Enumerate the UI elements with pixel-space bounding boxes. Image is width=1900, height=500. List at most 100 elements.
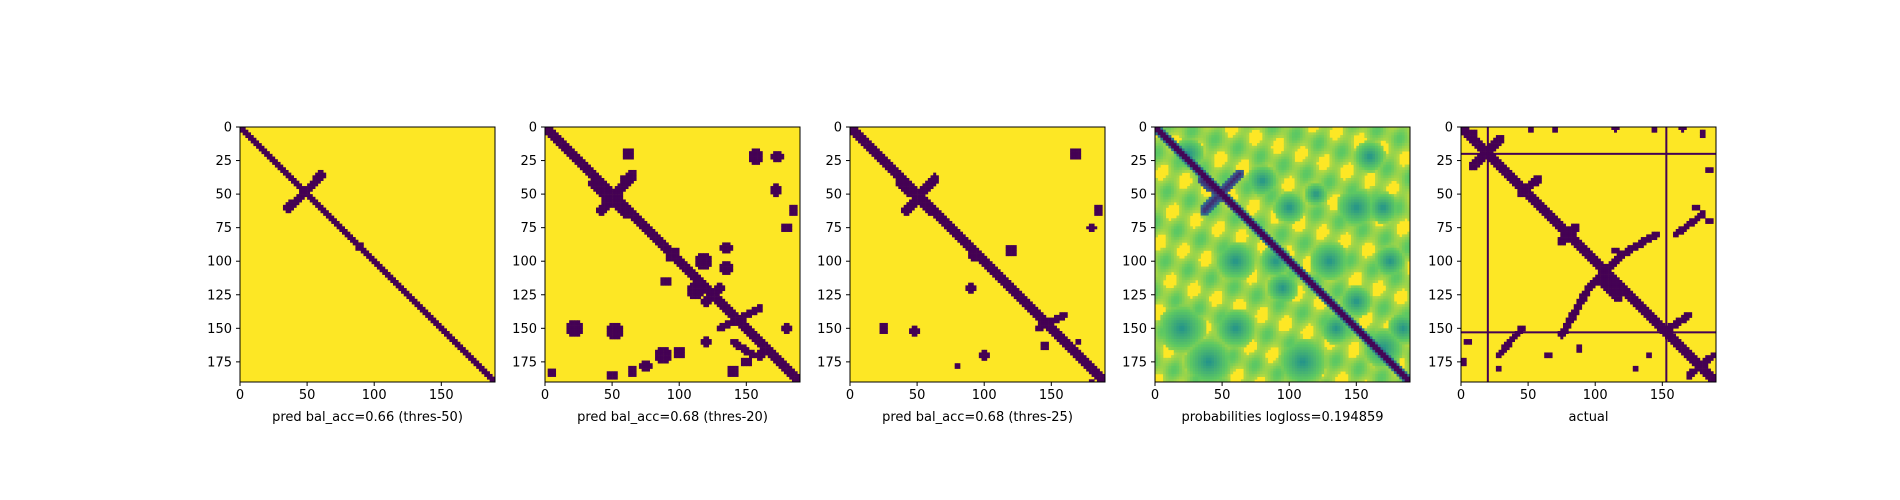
heatmap-cell xyxy=(609,199,613,203)
heatmap-cell xyxy=(751,349,755,353)
heatmap-cell xyxy=(1171,137,1175,141)
heatmap-cell xyxy=(344,229,348,232)
heatmap-cell xyxy=(1383,204,1387,208)
heatmap-cell xyxy=(1407,207,1411,211)
heatmap-cell xyxy=(1353,129,1357,133)
heatmap-cell xyxy=(1305,140,1309,144)
heatmap-cell xyxy=(1214,172,1218,176)
heatmap-cell xyxy=(1171,143,1175,147)
heatmap-cell xyxy=(253,137,257,141)
heatmap-cell xyxy=(1380,180,1384,184)
heatmap-cell xyxy=(687,263,691,267)
heatmap-cell xyxy=(1262,159,1266,163)
heatmap-cell xyxy=(770,186,774,190)
heatmap-cell xyxy=(1171,164,1175,168)
heatmap-cell xyxy=(1000,280,1004,283)
heatmap-cell xyxy=(1011,253,1015,257)
heatmap-cell xyxy=(1096,204,1100,208)
heatmap-cell xyxy=(1096,373,1100,377)
heatmap-cell xyxy=(887,161,891,165)
heatmap-cell xyxy=(1171,172,1175,176)
heatmap-cell xyxy=(749,355,752,359)
heatmap-cell xyxy=(1324,151,1328,155)
heatmap-cell xyxy=(1227,143,1231,147)
heatmap-cell xyxy=(1262,127,1266,130)
heatmap-cell xyxy=(240,127,243,130)
heatmap-cell xyxy=(1246,215,1250,219)
heatmap-cell xyxy=(749,151,752,155)
heatmap-cell xyxy=(1361,178,1365,181)
heatmap-cell xyxy=(1281,164,1285,168)
heatmap-cell xyxy=(1348,196,1352,200)
heatmap-cell xyxy=(1278,153,1282,157)
heatmap-cell xyxy=(1356,186,1360,190)
heatmap-cell xyxy=(1157,129,1161,133)
heatmap-cell xyxy=(687,285,691,289)
heatmap-cell xyxy=(1160,127,1164,130)
heatmap-cell xyxy=(751,336,755,340)
heatmap-cell xyxy=(1326,151,1330,155)
heatmap-cell xyxy=(652,239,656,243)
heatmap-cell xyxy=(938,215,942,219)
heatmap-cell xyxy=(1359,188,1362,192)
heatmap-cell xyxy=(1318,127,1322,130)
heatmap-cell xyxy=(1211,159,1215,163)
heatmap-cell xyxy=(633,169,637,173)
heatmap-cell xyxy=(759,309,763,313)
heatmap-cell xyxy=(1367,169,1371,173)
heatmap-cell xyxy=(1160,151,1164,155)
heatmap-cell xyxy=(1308,151,1311,155)
heatmap-cell xyxy=(751,352,755,356)
heatmap-cell xyxy=(473,357,477,361)
heatmap-cell xyxy=(1396,132,1400,136)
heatmap-cell xyxy=(965,245,969,249)
heatmap-cell xyxy=(1176,127,1180,130)
heatmap-cell xyxy=(1332,169,1336,173)
heatmap-cell xyxy=(1163,159,1167,163)
heatmap-cell xyxy=(1192,140,1196,144)
heatmap-cell xyxy=(1021,304,1025,308)
heatmap-cell xyxy=(732,312,736,316)
heatmap-cell xyxy=(1232,175,1236,179)
heatmap-cell xyxy=(1208,199,1212,203)
heatmap-cell xyxy=(1407,164,1411,168)
heatmap-cell xyxy=(692,269,696,273)
heatmap-cell xyxy=(1310,196,1314,200)
heatmap-cell xyxy=(1367,204,1371,208)
heatmap-cell xyxy=(1369,156,1373,160)
heatmap-cell xyxy=(903,204,907,208)
heatmap-cell xyxy=(433,322,437,326)
heatmap-cell xyxy=(703,253,707,257)
heatmap-cell xyxy=(1262,207,1266,211)
heatmap-cell xyxy=(1407,129,1411,133)
heatmap-cell xyxy=(876,159,880,163)
heatmap-cell xyxy=(630,178,634,181)
heatmap-cell xyxy=(1235,180,1239,184)
heatmap-cell xyxy=(1404,172,1408,176)
heatmap-cell xyxy=(1165,204,1169,208)
heatmap-cell xyxy=(1165,183,1169,187)
heatmap-cell xyxy=(770,357,774,361)
heatmap-cell xyxy=(1305,161,1309,165)
heatmap-cell xyxy=(1367,143,1371,147)
heatmap-cell xyxy=(579,159,583,163)
heatmap-cell xyxy=(743,312,747,316)
heatmap-cell xyxy=(1019,290,1023,294)
heatmap-cell xyxy=(1353,180,1357,184)
heatmap-cell xyxy=(1345,143,1349,147)
heatmap-cell xyxy=(1189,199,1193,203)
heatmap-cell xyxy=(1208,135,1212,139)
heatmap-cell xyxy=(1356,145,1360,149)
heatmap-cell xyxy=(569,156,573,160)
heatmap-cell xyxy=(1072,349,1076,353)
heatmap-cell xyxy=(1238,135,1242,139)
heatmap-cell xyxy=(1211,180,1215,184)
heatmap-cell xyxy=(625,178,629,181)
heatmap-cell xyxy=(1364,210,1368,214)
heatmap-cell xyxy=(1297,199,1301,203)
heatmap-cell xyxy=(1211,151,1215,155)
heatmap-cell xyxy=(382,266,386,270)
heatmap-cell xyxy=(1259,127,1263,130)
heatmap-cell xyxy=(1313,207,1317,211)
heatmap-cell xyxy=(468,352,472,356)
